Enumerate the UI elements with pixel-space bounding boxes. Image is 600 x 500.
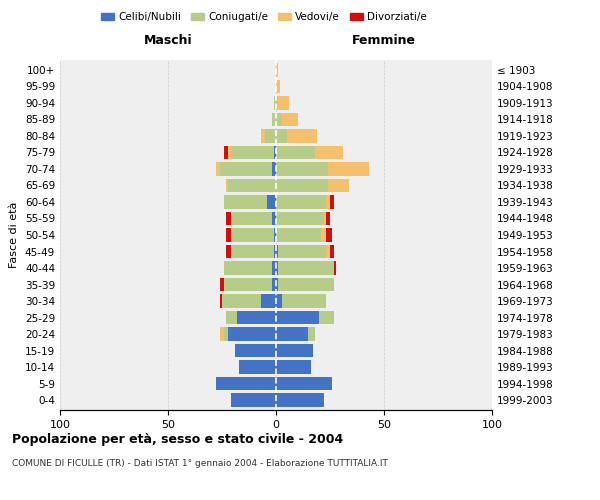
Bar — [326, 196, 330, 208]
Bar — [276, 196, 326, 208]
Bar — [261, 130, 265, 142]
Bar — [326, 228, 332, 241]
Bar — [276, 64, 278, 76]
Bar — [276, 278, 278, 291]
Bar — [328, 162, 369, 175]
Bar — [276, 179, 328, 192]
Bar — [276, 262, 278, 274]
Bar — [226, 212, 230, 225]
Bar — [268, 196, 276, 208]
Bar — [230, 228, 274, 241]
Bar — [265, 130, 276, 142]
Bar — [276, 130, 287, 142]
Bar — [215, 162, 220, 175]
Bar — [283, 294, 326, 308]
Bar — [276, 394, 323, 406]
Bar — [283, 113, 298, 126]
Bar — [272, 212, 276, 225]
Bar — [224, 196, 268, 208]
Bar — [278, 278, 334, 291]
Bar — [278, 262, 334, 274]
Bar — [276, 228, 322, 241]
Text: Popolazione per età, sesso e stato civile - 2004: Popolazione per età, sesso e stato civil… — [12, 432, 343, 446]
Bar — [276, 344, 313, 357]
Bar — [226, 245, 230, 258]
Text: Femmine: Femmine — [352, 34, 416, 47]
Bar — [230, 245, 274, 258]
Bar — [229, 179, 276, 192]
Bar — [226, 228, 230, 241]
Bar — [276, 212, 323, 225]
Bar — [272, 113, 276, 126]
Bar — [237, 311, 276, 324]
Bar — [326, 212, 330, 225]
Bar — [224, 278, 272, 291]
Bar — [278, 96, 289, 110]
Bar — [322, 228, 326, 241]
Bar — [220, 294, 222, 308]
Bar — [272, 162, 276, 175]
Bar — [278, 245, 326, 258]
Bar — [276, 162, 328, 175]
Bar — [276, 360, 311, 374]
Bar — [326, 245, 330, 258]
Bar — [272, 262, 276, 274]
Bar — [230, 212, 272, 225]
Bar — [274, 96, 276, 110]
Bar — [229, 146, 230, 159]
Bar — [323, 212, 326, 225]
Bar — [274, 245, 276, 258]
Text: Maschi: Maschi — [143, 34, 193, 47]
Bar — [272, 278, 276, 291]
Bar — [330, 196, 334, 208]
Bar — [239, 360, 276, 374]
Bar — [276, 311, 319, 324]
Bar — [276, 294, 283, 308]
Bar — [276, 96, 278, 110]
Bar — [226, 311, 237, 324]
Bar — [276, 146, 315, 159]
Bar — [287, 130, 317, 142]
Bar — [230, 394, 276, 406]
Bar — [328, 179, 349, 192]
Bar — [220, 328, 224, 340]
Bar — [230, 146, 274, 159]
Bar — [224, 262, 272, 274]
Bar — [229, 328, 276, 340]
Bar — [215, 377, 276, 390]
Bar — [226, 179, 229, 192]
Text: COMUNE DI FICULLE (TR) - Dati ISTAT 1° gennaio 2004 - Elaborazione TUTTITALIA.IT: COMUNE DI FICULLE (TR) - Dati ISTAT 1° g… — [12, 459, 388, 468]
Bar — [330, 245, 334, 258]
Bar — [276, 245, 278, 258]
Bar — [224, 328, 229, 340]
Bar — [220, 162, 272, 175]
Bar — [235, 344, 276, 357]
Y-axis label: Fasce di età: Fasce di età — [10, 202, 19, 268]
Bar — [261, 294, 276, 308]
Bar — [276, 328, 308, 340]
Bar — [220, 278, 224, 291]
Bar — [276, 377, 332, 390]
Bar — [222, 294, 261, 308]
Legend: Celibi/Nubili, Coniugati/e, Vedovi/e, Divorziati/e: Celibi/Nubili, Coniugati/e, Vedovi/e, Di… — [97, 8, 431, 26]
Bar — [274, 228, 276, 241]
Bar — [224, 146, 229, 159]
Bar — [276, 113, 283, 126]
Bar — [315, 146, 343, 159]
Bar — [308, 328, 315, 340]
Bar — [274, 146, 276, 159]
Bar — [334, 262, 337, 274]
Bar — [276, 80, 280, 93]
Bar — [319, 311, 334, 324]
